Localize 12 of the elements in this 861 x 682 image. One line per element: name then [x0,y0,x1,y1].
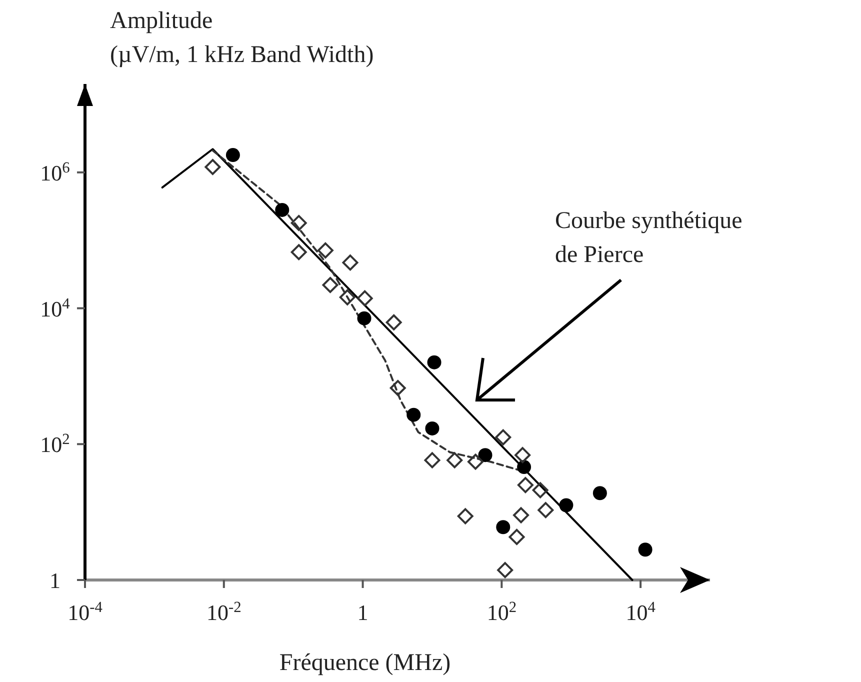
annotation: Courbe synthétique de Pierce [555,208,742,268]
x-tick-label: 10$^{4}$ [626,598,656,625]
x-tick-label: 10$^{2}$ [486,598,517,625]
y-tick-label: 10$^{6}$ [40,158,70,186]
x-tick-label: 1 [357,600,368,625]
x-tick-label: 10$^{-4}$ [68,598,103,625]
y-tick-label: 10$^{4}$ [40,294,70,322]
y-tick-label: 10$^{2}$ [40,430,70,458]
y-tick-label: 1 [50,568,60,593]
y-axis-title: Amplitude (µV/m, 1 kHz Band Width) [110,8,374,68]
x-tick-label: 10$^{-2}$ [206,598,242,625]
x-axis-title: Fréquence (MHz) [279,650,451,676]
